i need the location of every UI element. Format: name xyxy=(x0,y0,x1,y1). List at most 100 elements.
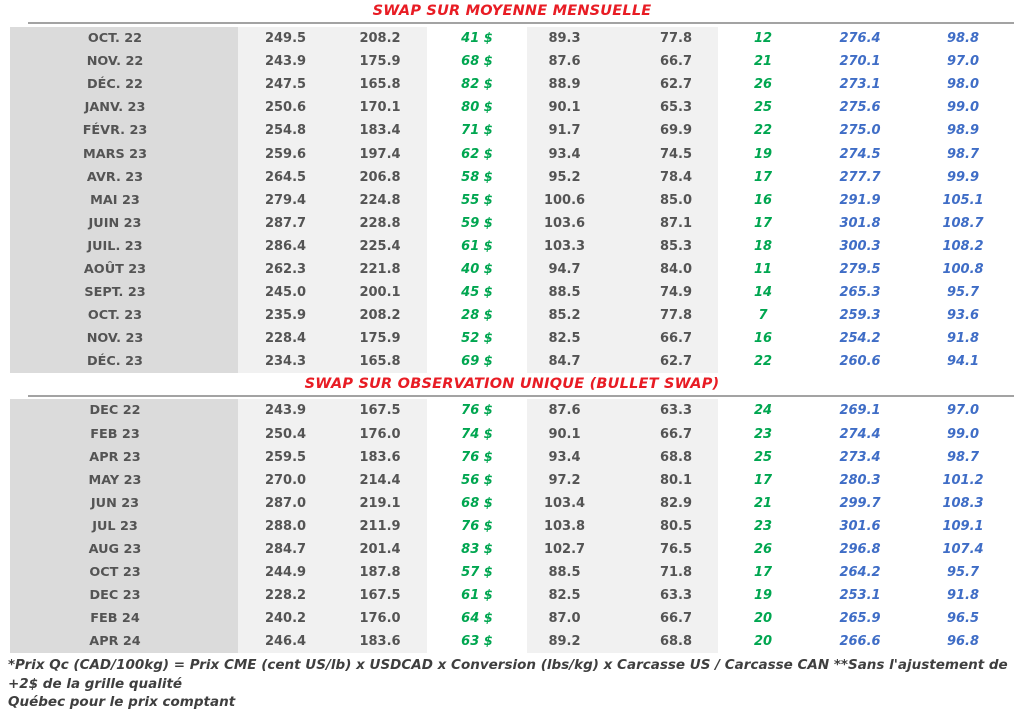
swap-dollar-cell: 40 $ xyxy=(461,261,493,277)
footnote-line-2: Québec pour le prix comptant xyxy=(8,694,236,711)
blue-value-cell: 277.7 xyxy=(839,169,881,185)
value-cell: 270.0 xyxy=(238,468,333,492)
value-cell: 206.8 xyxy=(333,165,427,189)
value-cell: 90.1 xyxy=(527,422,622,446)
blue-value-cell: 95.7 xyxy=(946,565,980,581)
month-cell: AOÛT 23 xyxy=(10,257,238,282)
value-cell: 208.2 xyxy=(333,27,427,51)
value-cell: 264.5 xyxy=(238,165,333,189)
month-cell: FEB 23 xyxy=(10,422,238,446)
value-cell: 201.4 xyxy=(333,537,427,562)
blue-value-cell: 93.6 xyxy=(946,308,980,324)
swap-dollar-cell: 61 $ xyxy=(461,238,493,254)
value-cell: 66.7 xyxy=(622,607,718,631)
month-cell: SEPT. 23 xyxy=(10,281,238,305)
month-cell: MAI 23 xyxy=(10,188,238,212)
value-cell: 228.4 xyxy=(238,327,333,351)
section-title-monthly-average: SWAP SUR MOYENNE MENSUELLE xyxy=(372,3,652,19)
table-row: MAI 23 279.4 224.8 55 $ 100.6 85.0 16 291.9 105.… xyxy=(10,188,1014,212)
swap-number-cell: 16 xyxy=(753,331,773,347)
swap-number-cell: 23 xyxy=(753,518,773,534)
month-cell: JUIL. 23 xyxy=(10,234,238,258)
blue-value-cell: 279.5 xyxy=(839,261,881,277)
month-cell: JANV. 23 xyxy=(10,96,238,120)
divider-line xyxy=(28,22,1014,24)
value-cell: 197.4 xyxy=(333,142,427,166)
blue-value-cell: 270.1 xyxy=(839,54,881,70)
value-cell: 219.1 xyxy=(333,491,427,515)
value-cell: 63.3 xyxy=(622,399,718,423)
value-cell: 97.2 xyxy=(527,468,622,492)
value-cell: 66.7 xyxy=(622,327,718,351)
swap-dollar-cell: 69 $ xyxy=(461,354,493,370)
month-cell: DEC 22 xyxy=(10,399,238,423)
blue-value-cell: 260.6 xyxy=(839,354,881,370)
value-cell: 167.5 xyxy=(333,584,427,608)
value-cell: 288.0 xyxy=(238,514,333,538)
swap-dollar-cell: 56 $ xyxy=(461,472,493,488)
value-cell: 279.4 xyxy=(238,188,333,212)
value-cell: 249.5 xyxy=(238,27,333,51)
blue-value-cell: 254.2 xyxy=(839,331,881,347)
month-cell: JUL 23 xyxy=(10,514,238,538)
swap-number-cell: 21 xyxy=(753,495,773,511)
month-cell: NOV. 22 xyxy=(10,50,238,74)
value-cell: 165.8 xyxy=(333,73,427,97)
swap-number-cell: 26 xyxy=(753,77,773,93)
blue-value-cell: 96.8 xyxy=(946,634,980,650)
value-cell: 259.6 xyxy=(238,142,333,166)
value-cell: 243.9 xyxy=(238,399,333,423)
table-row: JUIL. 23 286.4 225.4 61 $ 103.3 85.3 18 300.3 10… xyxy=(10,234,1014,258)
value-cell: 243.9 xyxy=(238,50,333,74)
divider-line xyxy=(28,395,1014,398)
swap-dollar-cell: 83 $ xyxy=(461,542,493,558)
value-cell: 63.3 xyxy=(622,584,718,608)
value-cell: 165.8 xyxy=(333,350,427,374)
value-cell: 89.3 xyxy=(527,27,622,51)
blue-value-cell: 98.7 xyxy=(946,449,980,465)
value-cell: 287.7 xyxy=(238,211,333,235)
blue-value-cell: 108.2 xyxy=(942,238,984,254)
footnote-line-1: *Prix Qc (CAD/100kg) = Prix CME (cent US… xyxy=(8,657,1008,692)
blue-value-cell: 276.4 xyxy=(839,31,881,47)
swap-number-cell: 22 xyxy=(753,354,773,370)
value-cell: 176.0 xyxy=(333,607,427,631)
value-cell: 287.0 xyxy=(238,491,333,515)
value-cell: 68.8 xyxy=(622,445,718,469)
swap-number-cell: 23 xyxy=(753,426,773,442)
value-cell: 246.4 xyxy=(238,630,333,654)
table-row: DEC 22 243.9 167.5 76 $ 87.6 63.3 24 269.1 97.0 xyxy=(10,399,1014,423)
swap-number-cell: 20 xyxy=(753,611,773,627)
blue-value-cell: 108.7 xyxy=(942,215,984,231)
value-cell: 244.9 xyxy=(238,561,333,585)
table-row: AOÛT 23 262.3 221.8 40 $ 94.7 84.0 11 279.5 100.… xyxy=(10,257,1014,282)
value-cell: 183.4 xyxy=(333,119,427,143)
swap-dollar-cell: 61 $ xyxy=(461,588,493,604)
swap-number-cell: 17 xyxy=(753,169,773,185)
value-cell: 77.8 xyxy=(622,304,718,328)
blue-value-cell: 259.3 xyxy=(839,308,881,324)
blue-value-cell: 299.7 xyxy=(839,495,881,511)
table-row: APR 23 259.5 183.6 76 $ 93.4 68.8 25 273.4 98.7 xyxy=(10,445,1014,469)
swap-dollar-cell: 82 $ xyxy=(461,77,493,93)
blue-value-cell: 264.2 xyxy=(839,565,881,581)
table-row: APR 24 246.4 183.6 63 $ 89.2 68.8 20 266.6 96.8 xyxy=(10,630,1014,654)
blue-value-cell: 275.0 xyxy=(839,123,881,139)
blue-value-cell: 280.3 xyxy=(839,472,881,488)
value-cell: 93.4 xyxy=(527,142,622,166)
blue-value-cell: 100.8 xyxy=(942,261,984,277)
swap-dollar-cell: 52 $ xyxy=(461,331,493,347)
table-row: DÉC. 23 234.3 165.8 69 $ 84.7 62.7 22 260.6 94.1 xyxy=(10,350,1014,374)
value-cell: 85.0 xyxy=(622,188,718,212)
value-cell: 68.8 xyxy=(622,630,718,654)
table-row: AVR. 23 264.5 206.8 58 $ 95.2 78.4 17 277.7 99.9 xyxy=(10,165,1014,189)
month-cell: JUN 23 xyxy=(10,491,238,515)
blue-value-cell: 109.1 xyxy=(942,518,984,534)
table-row: NOV. 23 228.4 175.9 52 $ 82.5 66.7 16 254.2 91.8 xyxy=(10,327,1014,351)
value-cell: 74.5 xyxy=(622,142,718,166)
value-cell: 167.5 xyxy=(333,399,427,423)
value-cell: 284.7 xyxy=(238,537,333,562)
month-cell: APR 23 xyxy=(10,445,238,469)
swap-dollar-cell: 63 $ xyxy=(461,634,493,650)
value-cell: 245.0 xyxy=(238,281,333,305)
